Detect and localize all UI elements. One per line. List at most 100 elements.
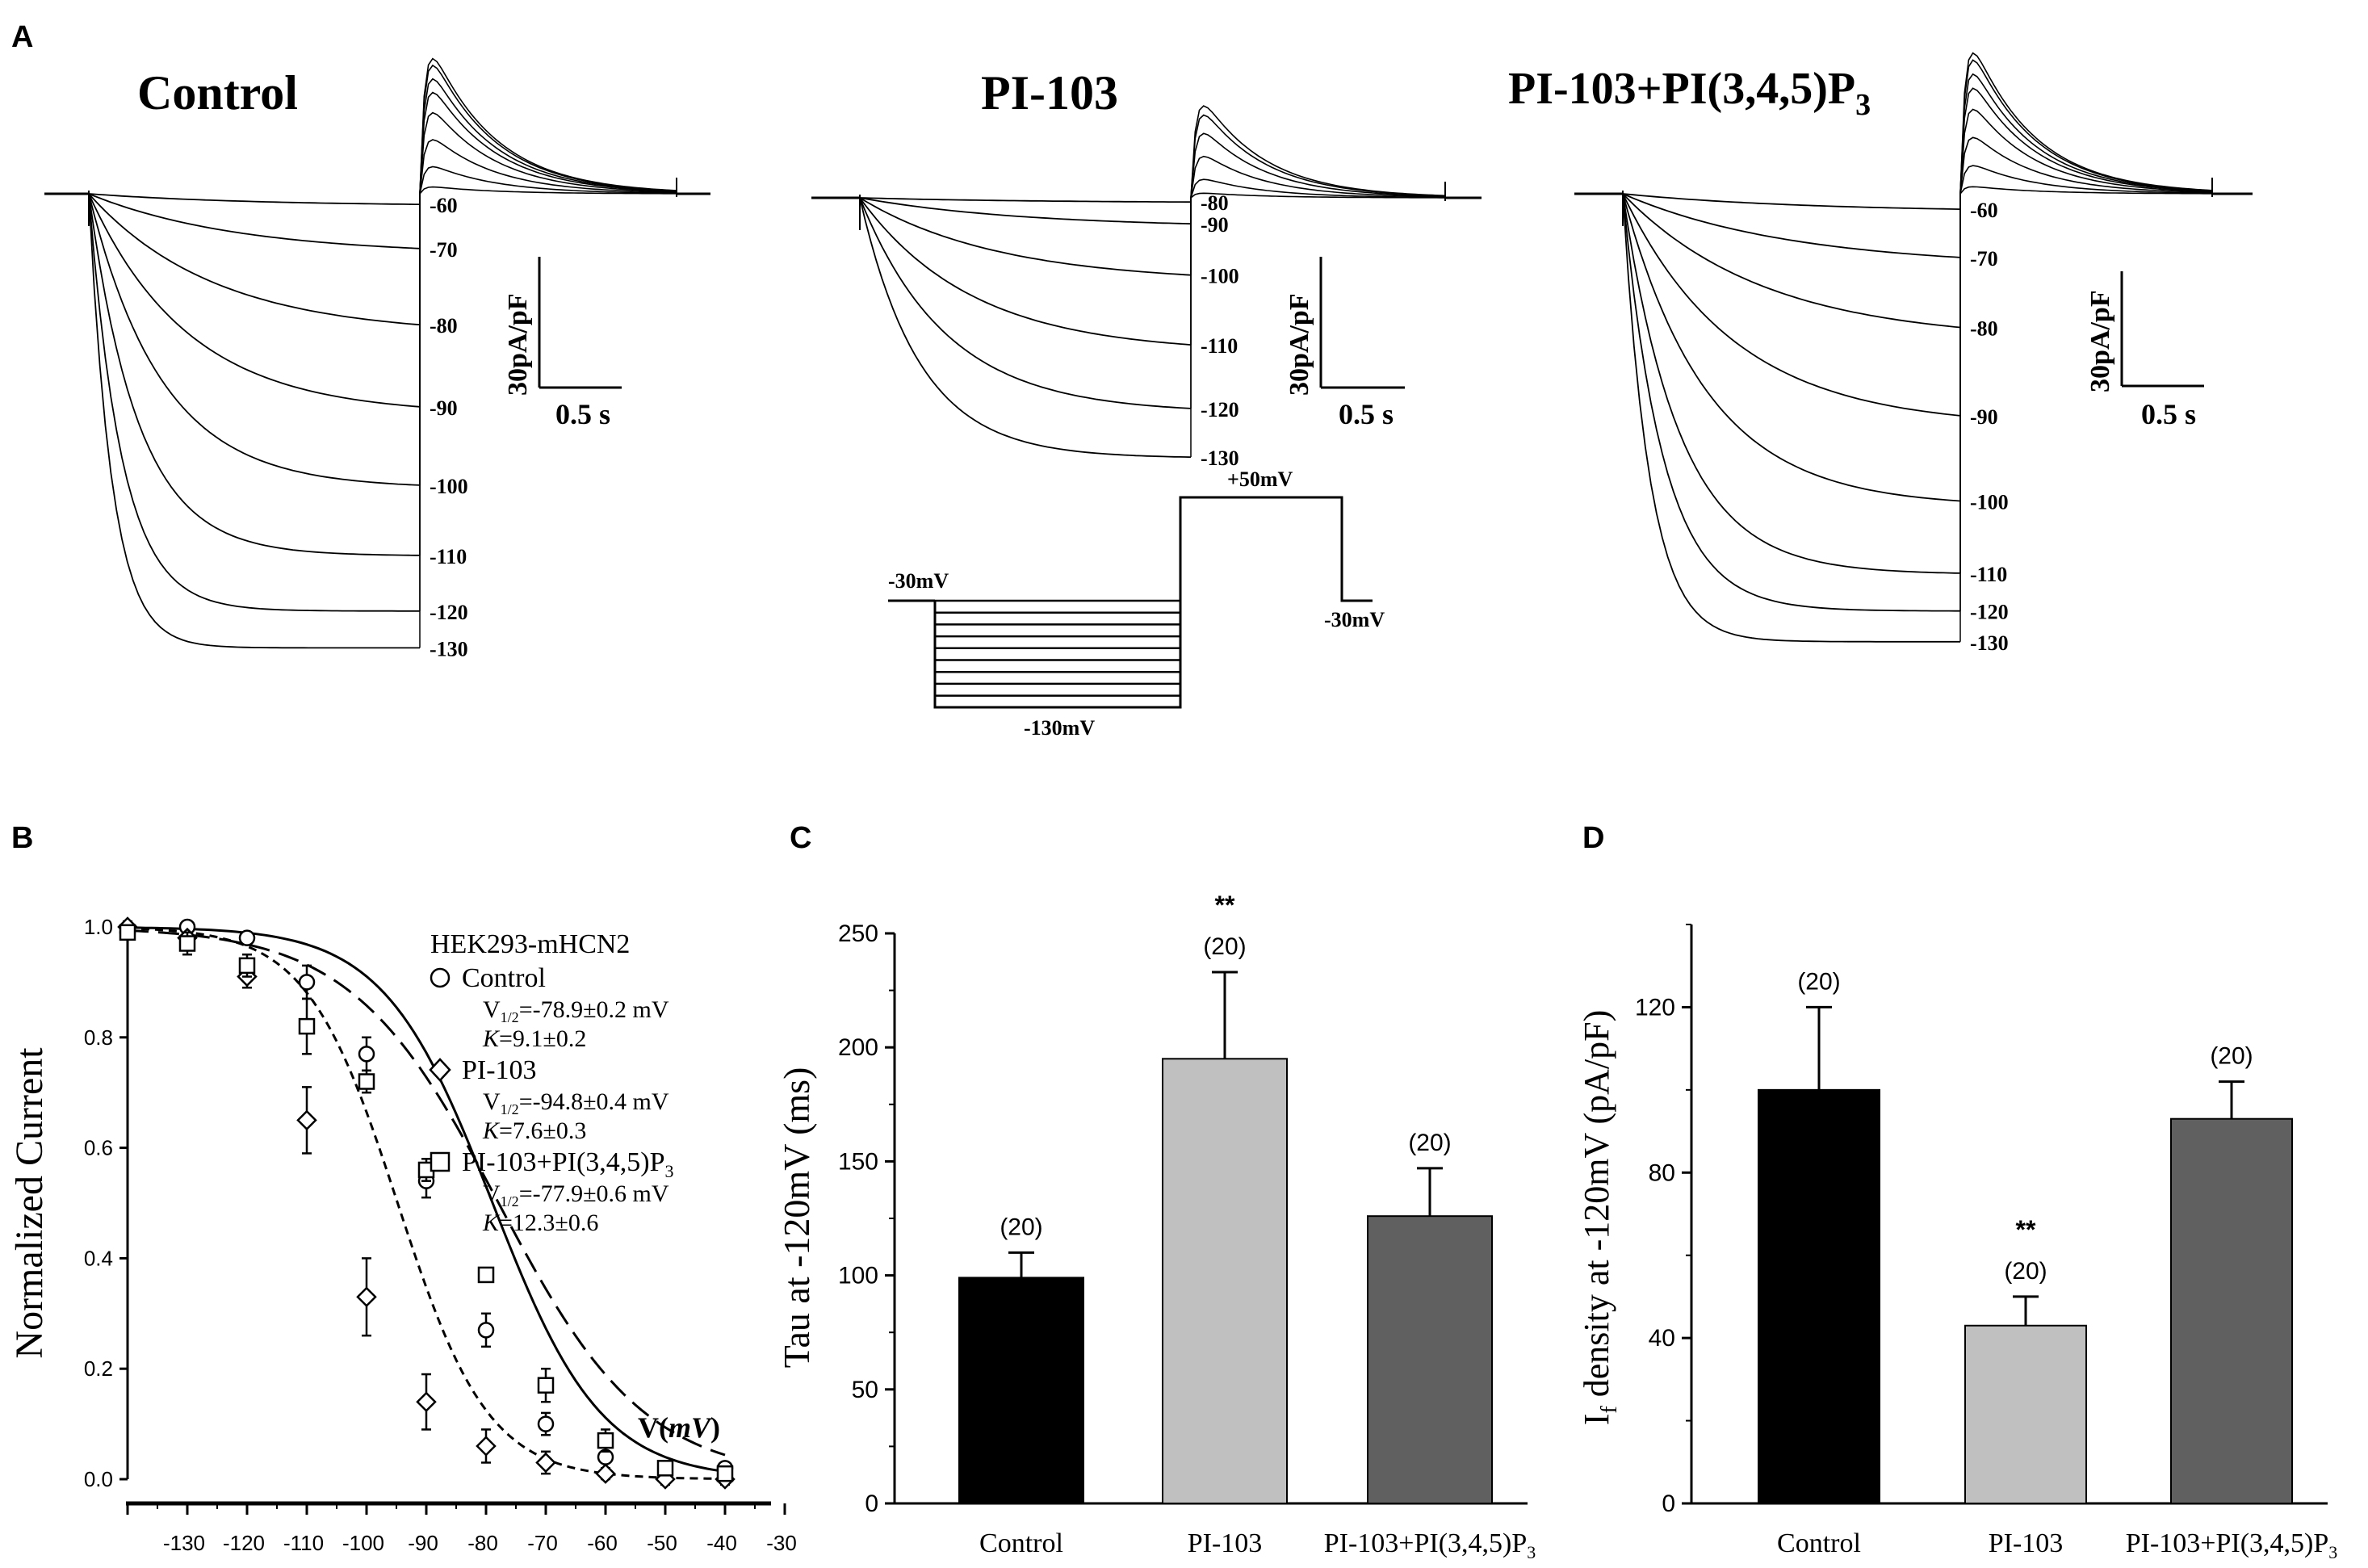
current-trace <box>859 197 1192 459</box>
y-tick-label: 0 <box>1662 1490 1675 1517</box>
n-label: (20) <box>2210 1043 2253 1070</box>
category-label: PI-103 <box>1989 1528 2064 1558</box>
category-label-sub: 3 <box>1527 1542 1536 1562</box>
y-axis-label: If density at -120mV (pA/pF) <box>1577 1010 1622 1425</box>
bar <box>1758 1088 1880 1505</box>
tail-trace <box>419 166 677 195</box>
y-tick-label: 0.0 <box>84 1467 113 1491</box>
category-label-sub: 3 <box>2328 1542 2337 1562</box>
data-point-square <box>119 924 136 941</box>
trace-voltage-label: -130 <box>1970 631 2009 655</box>
x-axis-label-close: ) <box>710 1411 720 1444</box>
trace-voltage-label: -60 <box>430 194 458 217</box>
panel-letter-a: A <box>11 20 33 54</box>
current-trace <box>88 193 421 249</box>
significance-label: ** <box>1215 891 1235 920</box>
legend-vhalf-v: V <box>483 1088 501 1115</box>
legend-vhalf-val: =-94.8±0.4 mV <box>519 1088 669 1115</box>
n-label: (20) <box>2004 1258 2047 1285</box>
legend-vhalf-val: =-77.9±0.6 mV <box>519 1180 669 1207</box>
category-label-main: PI-103+PI(3,4,5)P <box>2126 1528 2329 1558</box>
legend-k-val: =9.1±0.2 <box>499 1025 586 1052</box>
tail-trace <box>1959 87 2213 195</box>
legend-k-val: =12.3±0.6 <box>499 1210 598 1236</box>
current-traces-control: -60 -70 -80 -90 -100 -110 -120 -130 <box>44 57 710 660</box>
current-trace <box>88 193 420 649</box>
density-bar-chart: 0 40 80 120 (20) Control (20) ** PI-103 (20) PI-10… <box>1577 924 2337 1562</box>
panel-letter-d: D <box>1582 821 1604 855</box>
y-tick-label: 0.4 <box>84 1246 113 1270</box>
panel-letter-b: B <box>11 821 33 855</box>
legend-k: K=7.6±0.3 <box>482 1117 586 1144</box>
trace-voltage-label: -90 <box>430 396 458 420</box>
current-trace <box>88 193 421 326</box>
tail-trace <box>419 186 677 195</box>
category-label-main: Control <box>1777 1528 1861 1558</box>
current-traces-pi103: -80-90 -100 -110 -120 -130 <box>811 105 1482 470</box>
scale-bar-pi103-pip3: 30pA/pF 0.5 s <box>2085 271 2204 430</box>
legend-marker-square <box>430 1151 451 1172</box>
data-point-circle <box>477 1322 495 1339</box>
data-point-diamond <box>595 1463 616 1484</box>
tail-trace <box>1190 114 1446 199</box>
trace-title-pi103-pip3-main: PI-103+PI(3,4,5)P <box>1508 64 1855 114</box>
current-trace <box>88 193 420 556</box>
trace-voltage-label: -110 <box>1970 563 2007 586</box>
trace-voltage-label: -120 <box>1970 601 2009 624</box>
trace-voltage-label: -100 <box>1970 491 2009 514</box>
category-label: PI-103+PI(3,4,5)P3 <box>1324 1528 1536 1562</box>
legend-k-name: K <box>482 1210 501 1236</box>
category-label: PI-103+PI(3,4,5)P3 <box>2126 1528 2338 1562</box>
legend-vhalf-sub: 1/2 <box>501 1193 519 1210</box>
y-axis-label-main: I <box>1577 1414 1616 1426</box>
trace-voltage-label: -120 <box>430 601 468 624</box>
data-point-circle <box>238 929 256 946</box>
trace-voltage-label: -110 <box>430 545 467 568</box>
x-tick-label: -50 <box>647 1531 677 1555</box>
y-tick-label: 150 <box>838 1148 878 1175</box>
legend-label: Control <box>462 963 546 993</box>
trace-voltage-label: -130 <box>430 637 468 660</box>
current-trace <box>1622 193 1961 502</box>
trace-voltage-label: -80 <box>1201 191 1229 215</box>
trace-voltage-label: -130 <box>1201 447 1239 470</box>
x-tick-label: -30 <box>766 1531 797 1555</box>
y-axis-label-sub: f <box>1597 1406 1622 1414</box>
trace-voltage-label: -100 <box>430 475 468 498</box>
legend-vhalf-v: V <box>483 996 501 1023</box>
scale-bar-y-label: 30pA/pF <box>503 293 533 396</box>
current-trace <box>859 197 1191 203</box>
current-trace <box>1622 193 1961 574</box>
legend-vhalf: V1/2=-94.8±0.4 mV <box>483 1088 669 1117</box>
y-tick-label: 100 <box>838 1263 878 1289</box>
data-point-diamond <box>416 1391 437 1413</box>
bar <box>2170 1117 2293 1504</box>
tail-trace <box>419 91 677 195</box>
bar <box>1964 1324 2087 1504</box>
bar <box>958 1277 1084 1504</box>
current-trace <box>88 193 421 408</box>
data-point-square <box>597 1432 614 1449</box>
x-tick-label: -100 <box>342 1531 384 1555</box>
trace-voltage-label: -80 <box>430 314 458 337</box>
protocol-hold-label: -30mV <box>888 569 949 593</box>
scale-bar-y-label: 30pA/pF <box>1285 293 1314 396</box>
x-tick-label: -80 <box>467 1531 498 1555</box>
trace-voltage-label: -120 <box>1201 398 1239 421</box>
trace-title-pi103-pip3: PI-103+PI(3,4,5)P3 <box>1508 64 1871 122</box>
legend-vhalf-sub: 1/2 <box>501 1101 519 1117</box>
tau-bar-chart: 0 50 100 150 200 250 (20) Control (20) ** PI-103 (2… <box>776 891 1536 1562</box>
tail-trace <box>1959 136 2213 195</box>
legend-label: PI-103+PI(3,4,5)P3 <box>462 1147 674 1181</box>
y-tick-label: 0.8 <box>84 1025 113 1050</box>
fit-curve-square <box>127 929 726 1457</box>
trace-voltage-label: -100 <box>1201 265 1239 288</box>
trace-voltage-label: -60 <box>1970 199 1998 222</box>
category-label: Control <box>1777 1528 1861 1558</box>
x-tick-label: -130 <box>163 1531 205 1555</box>
y-tick-label: 120 <box>1635 994 1675 1021</box>
current-trace <box>88 193 420 612</box>
y-tick-label: 250 <box>838 920 878 947</box>
x-tick-label: -70 <box>527 1531 558 1555</box>
